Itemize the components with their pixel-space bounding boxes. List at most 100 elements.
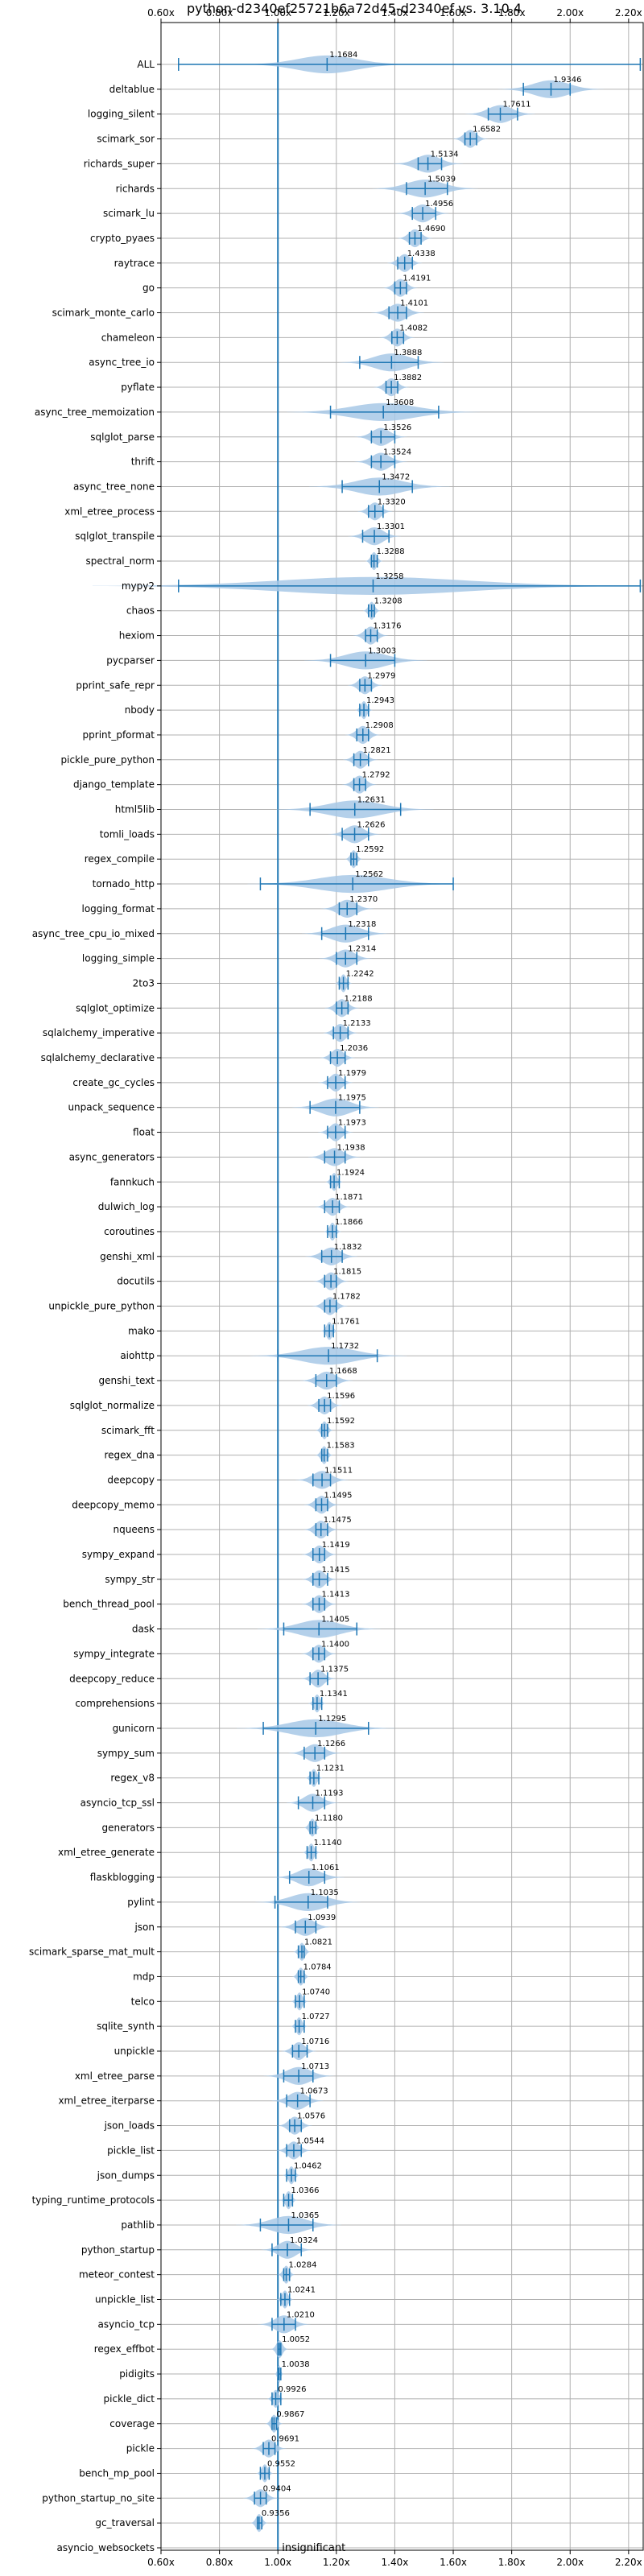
benchmark-label: typing_runtime_protocols [32, 2194, 155, 2206]
benchmark-label: sympy_sum [97, 1748, 155, 1759]
value-label: 1.2370 [349, 895, 378, 904]
value-label: 1.1266 [317, 1740, 345, 1748]
x-tick-label-bottom: 1.80x [498, 2557, 526, 2568]
x-tick-label-bottom: 2.00x [556, 2557, 584, 2568]
value-label: 1.4956 [425, 200, 453, 208]
value-label: 1.3301 [377, 522, 405, 531]
value-label: 1.1782 [332, 1293, 361, 1302]
value-label: 1.4082 [399, 324, 427, 332]
value-label: 0.9404 [263, 2484, 291, 2493]
benchmark-label: aiohttp [120, 1350, 155, 1361]
benchmark-label: comprehensions [75, 1698, 155, 1709]
benchmark-label: scimark_monte_carlo [52, 308, 155, 319]
value-label: 1.0740 [302, 1988, 330, 1996]
benchmark-label: async_tree_io [89, 357, 155, 368]
benchmark-label: pprint_safe_repr [76, 679, 155, 691]
value-label: 1.4338 [407, 250, 436, 258]
value-label: 1.1511 [324, 1466, 353, 1475]
value-label: 1.1495 [324, 1491, 352, 1500]
benchmark-label: dulwich_log [98, 1201, 155, 1212]
value-label: 1.5039 [427, 175, 456, 184]
benchmark-label: sqlglot_transpile [75, 530, 155, 542]
value-label: 1.2314 [348, 945, 376, 954]
benchmark-label: python_startup [81, 2244, 155, 2256]
benchmark-label: tornado_http [93, 878, 155, 890]
value-label: 0.9926 [279, 2385, 307, 2394]
benchmark-label: hexiom [119, 630, 155, 642]
x-tick-label-top: 0.80x [206, 7, 233, 19]
benchmark-label: telco [131, 1996, 155, 2007]
benchmark-label: deepcopy [107, 1474, 155, 1485]
value-label: 1.3288 [377, 547, 405, 556]
benchmark-label: thrift [131, 456, 155, 468]
value-label: 1.1341 [320, 1690, 348, 1699]
value-label: 1.3608 [386, 398, 414, 407]
benchmark-label: scimark_lu [103, 208, 155, 219]
value-label: 1.1035 [311, 1889, 339, 1897]
value-label: 1.4191 [402, 275, 431, 283]
value-label: 1.1596 [327, 1392, 355, 1401]
benchmark-label: json_loads [104, 2120, 155, 2132]
value-label: 1.1193 [316, 1790, 344, 1798]
benchmark-label: nbody [125, 704, 155, 716]
value-label: 1.1975 [338, 1094, 366, 1103]
value-label: 1.1475 [324, 1516, 352, 1525]
chart-title: python-d2340ef25721b6a72d45-d2340ef vs. … [187, 1, 522, 16]
benchmark-label: json_dumps [97, 2169, 155, 2181]
x-tick-label-top: 2.00x [556, 7, 584, 19]
benchmark-label: sqlite_synth [97, 2021, 155, 2032]
value-label: 1.1761 [332, 1317, 360, 1326]
value-label: 1.1375 [320, 1665, 349, 1674]
value-label: 1.1924 [336, 1168, 365, 1177]
value-label: 1.2979 [367, 671, 395, 680]
benchmark-label: pyflate [121, 382, 155, 393]
value-label: 0.9867 [276, 2410, 304, 2419]
plot-frame [160, 22, 644, 2551]
value-label: 0.9356 [262, 2509, 290, 2518]
benchmark-label: pathlib [121, 2219, 155, 2231]
benchmark-label: pidigits [119, 2368, 155, 2380]
benchmark-label: crypto_pyaes [90, 233, 155, 244]
benchmark-label: coverage [109, 2418, 155, 2429]
value-label: 1.3208 [374, 597, 402, 606]
value-label: 1.3176 [374, 622, 402, 631]
benchmark-label: xml_etree_parse [75, 2070, 155, 2082]
benchmark-label: logging_silent [88, 109, 155, 120]
value-label: 1.1583 [327, 1442, 355, 1451]
axis-layer: 0.60x 0.60x 0.80x 0.80x 1.00x 1.00x 1.20x 1.20x… [29, 7, 642, 2568]
value-label: 1.3320 [378, 497, 406, 506]
benchmark-label: docutils [117, 1276, 155, 1287]
x-tick-label-bottom: 0.80x [206, 2557, 233, 2568]
x-tick-label-bottom: 1.20x [323, 2557, 350, 2568]
value-label: 1.9346 [554, 76, 582, 85]
benchmark-label: async_generators [69, 1151, 155, 1162]
benchmark-label: sympy_str [105, 1574, 155, 1585]
value-label: 1.0052 [282, 2335, 310, 2344]
value-label: 1.1231 [316, 1765, 345, 1773]
value-label: 1.2242 [346, 969, 374, 978]
value-label: 1.6582 [473, 126, 501, 134]
benchmark-label: sqlglot_parse [90, 431, 155, 443]
value-label: 1.1871 [335, 1193, 363, 1202]
x-tick-label-top: 1.80x [498, 7, 526, 19]
benchmark-label: raytrace [114, 258, 155, 269]
benchmark-label: fannkuch [110, 1176, 155, 1187]
benchmark-label: regex_dna [104, 1450, 155, 1461]
benchmark-label: float [133, 1127, 155, 1138]
value-label: 1.0462 [294, 2161, 322, 2170]
value-label: 1.0673 [300, 2087, 328, 2096]
value-label: 1.0716 [301, 2037, 329, 2046]
value-label: 0.9552 [267, 2459, 295, 2468]
benchmark-label: logging_format [81, 903, 155, 914]
benchmark-label: json [134, 1922, 155, 1933]
benchmark-label: coroutines [104, 1226, 155, 1237]
benchmark-label: asyncio_websockets [57, 2542, 155, 2553]
value-label: 1.0365 [291, 2211, 319, 2220]
benchmark-label: regex_compile [85, 853, 155, 865]
value-label: 1.3882 [394, 374, 422, 382]
benchmark-label: flaskblogging [90, 1872, 155, 1883]
value-label: 1.3888 [394, 349, 422, 357]
value-label: 1.7611 [503, 101, 531, 109]
benchmark-label: bench_thread_pool [63, 1599, 155, 1610]
value-label: 1.0713 [301, 2062, 329, 2071]
